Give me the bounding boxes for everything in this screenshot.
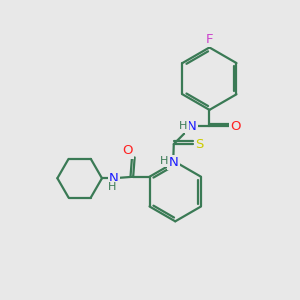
Text: O: O	[122, 144, 133, 158]
Text: S: S	[195, 138, 204, 151]
Text: N: N	[187, 120, 196, 133]
Text: N: N	[109, 172, 119, 185]
Text: H: H	[108, 182, 117, 192]
Text: H: H	[160, 156, 169, 166]
Text: O: O	[230, 120, 241, 133]
Text: N: N	[168, 156, 178, 169]
Text: H: H	[179, 121, 188, 131]
Text: F: F	[206, 33, 213, 46]
